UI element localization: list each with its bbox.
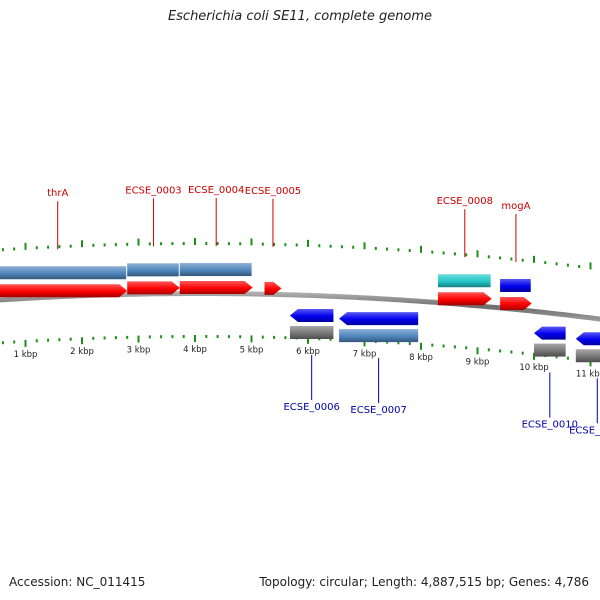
gene-label: ECSE_0008 [437, 196, 493, 207]
backbone-band [0, 291, 600, 322]
outer-tick-marks [1, 238, 592, 270]
scale-label: 4 kbp [183, 345, 207, 355]
gene-labels: thrA ECSE_0003 ECSE_0004 ECSE_0005 ECSE_0006… [47, 185, 600, 436]
gene-arrow [534, 326, 566, 340]
gene-arrow [500, 296, 532, 310]
gene-label: mogA [501, 201, 530, 212]
gene-arrow [339, 312, 419, 326]
gene-arrow [437, 292, 492, 306]
gene-label: ECSE_0003 [125, 185, 181, 196]
gene-label: ECSE_0004 [188, 185, 244, 196]
gene-arrow [0, 284, 128, 298]
scale-label: 5 kbp [240, 345, 264, 355]
genome-summary: Topology: circular; Length: 4,887,515 bp… [259, 575, 589, 589]
feature-bar [575, 349, 600, 363]
genome-backbone [0, 291, 600, 322]
gene-arrow [127, 281, 180, 295]
scale-label: 7 kbp [353, 349, 377, 359]
feature-bar [179, 263, 252, 277]
feature-track [0, 263, 600, 363]
gene-arrow [179, 281, 253, 295]
feature-bar [500, 278, 531, 292]
feature-bar [437, 274, 491, 288]
scale-label: 11 kbp [576, 369, 600, 379]
scale-label: 3 kbp [127, 346, 151, 356]
scale-label: 2 kbp [70, 347, 94, 357]
feature-bar [339, 329, 419, 343]
gene-arrow [575, 332, 600, 346]
gene-label: ECSE_0006 [283, 402, 339, 413]
gene-track [0, 281, 600, 346]
feature-bar [534, 343, 566, 357]
gene-label: ECSE_0007 [350, 405, 406, 416]
gene-label: thrA [47, 188, 68, 199]
gene-arrow [264, 281, 282, 295]
scale-label: 8 kbp [409, 353, 433, 363]
scale-label: 10 kbp [519, 363, 548, 373]
feature-bar [0, 266, 127, 280]
scale-labels: 1 kbp 2 kbp 3 kbp 4 kbp 5 kbp 6 kbp 7 kbp 8 kbp… [14, 345, 600, 379]
gene-label: ECSE_0010 [522, 420, 578, 431]
gene-arrow [289, 308, 334, 322]
accession-label: Accession: NC_011415 [9, 575, 146, 589]
scale-label: 9 kbp [466, 357, 490, 367]
gene-label: ECSE_0011 [569, 425, 600, 436]
scale-label: 6 kbp [296, 347, 320, 357]
feature-bar [289, 325, 334, 339]
map-title: Escherichia coli SE11, complete genome [167, 9, 433, 24]
gene-label: ECSE_0005 [245, 186, 301, 197]
scale-label: 1 kbp [14, 350, 38, 360]
feature-bar [127, 263, 179, 277]
